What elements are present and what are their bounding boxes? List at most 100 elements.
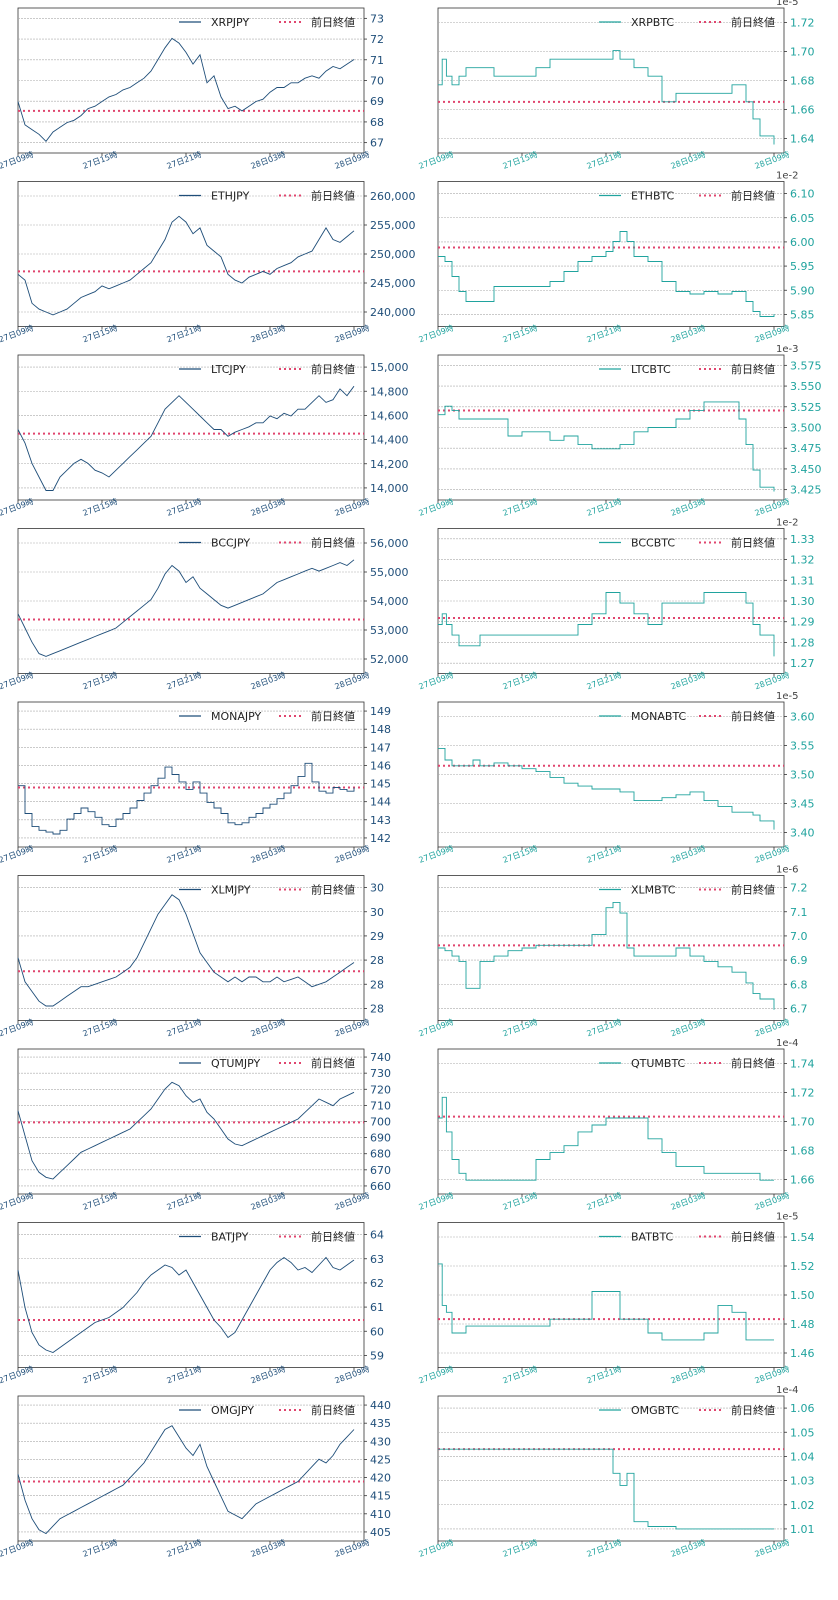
y-tick-label: 145 [370, 778, 391, 791]
legend-series-label: QTUMJPY [211, 1057, 261, 1070]
y-tick-label: 710 [370, 1099, 391, 1112]
y-tick-label: 3.45 [790, 798, 815, 811]
y-tick-label: 1.72 [790, 1087, 815, 1100]
plot-frame [17, 701, 365, 848]
y-tick-label: 1.48 [790, 1318, 815, 1331]
axis-offset-label: 1e-5 [776, 691, 799, 702]
legend-series-label: LTCJPY [211, 363, 246, 376]
axis-offset-label: 1e-6 [776, 865, 799, 876]
y-tick-label: 53,000 [370, 624, 409, 637]
plot-frame [437, 181, 785, 327]
y-tick-label: 72 [370, 33, 384, 46]
y-tick-label: 730 [370, 1067, 391, 1080]
legend-prev-label: 前日終値 [731, 883, 775, 897]
axis-offset-label: 1e-5 [776, 0, 799, 8]
y-tick-label: 3.525 [790, 401, 822, 414]
y-tick-label: 69 [370, 95, 384, 108]
y-tick-label: 143 [370, 814, 391, 827]
legend-prev-label: 前日終値 [311, 883, 355, 897]
series-line-batjpy [17, 1256, 355, 1354]
y-tick-label: 660 [370, 1180, 391, 1193]
series-line-bccjpy [17, 559, 355, 657]
y-tick-label: 1.27 [790, 657, 815, 670]
legend-prev-label: 前日終値 [311, 536, 355, 550]
y-tick-label: 425 [370, 1453, 391, 1466]
series-line-xrpbtc [438, 50, 775, 145]
y-tick-label: 690 [370, 1132, 391, 1145]
legend-prev-label: 前日終値 [731, 709, 775, 723]
legend-prev-label: 前日終値 [311, 362, 355, 376]
y-tick-label: 3.60 [790, 711, 815, 724]
y-tick-label: 3.475 [790, 442, 822, 455]
y-tick-label: 55,000 [370, 566, 409, 579]
y-tick-label: 415 [370, 1490, 391, 1503]
y-tick-label: 680 [370, 1148, 391, 1161]
axis-offset-label: 1e-5 [776, 1212, 799, 1223]
series-line-omgbtc [438, 1448, 774, 1530]
y-tick-label: 70 [370, 75, 384, 88]
y-tick-label: 6.9 [790, 954, 808, 967]
y-tick-label: 147 [370, 741, 391, 754]
y-tick-label: 3.425 [790, 484, 822, 497]
y-tick-label: 1.04 [790, 1450, 815, 1463]
series-line-monajpy [18, 762, 355, 835]
axis-offset-label: 1e-4 [776, 1385, 799, 1396]
legend-series-label: XLMJPY [211, 884, 251, 897]
y-tick-label: 146 [370, 759, 391, 772]
legend-series-label: BCCJPY [211, 537, 250, 550]
axis-offset-label: 1e-2 [776, 518, 799, 529]
y-tick-label: 405 [370, 1526, 391, 1539]
legend-prev-label: 前日終値 [311, 1056, 355, 1070]
y-tick-label: 435 [370, 1417, 391, 1430]
axis-offset-label: 1e-4 [776, 1038, 799, 1049]
y-tick-label: 5.85 [790, 308, 815, 321]
y-tick-label: 73 [370, 12, 384, 25]
series-line-ltcjpy [17, 385, 355, 491]
y-tick-label: 30 [370, 906, 384, 919]
plot-frame [17, 354, 365, 501]
plot-frame [17, 875, 365, 1021]
legend-series-label: XRPJPY [211, 16, 249, 29]
y-tick-label: 440 [370, 1399, 391, 1412]
y-tick-label: 1.64 [790, 133, 815, 146]
y-tick-label: 29 [370, 930, 384, 943]
legend-prev-label: 前日終値 [311, 1403, 355, 1417]
y-tick-label: 67 [370, 137, 384, 150]
y-tick-label: 1.30 [790, 595, 815, 608]
y-tick-label: 64 [370, 1229, 384, 1242]
y-tick-label: 1.31 [790, 574, 815, 587]
plot-frame [17, 1395, 365, 1542]
y-tick-label: 3.575 [790, 359, 822, 372]
legend-series-label: OMGJPY [211, 1404, 254, 1417]
y-tick-label: 14,800 [370, 385, 409, 398]
axis-offset-label: 1e-2 [776, 171, 799, 182]
legend-prev-label: 前日終値 [731, 1056, 775, 1070]
y-tick-label: 1.29 [790, 616, 815, 629]
y-tick-label: 142 [370, 832, 391, 845]
y-tick-label: 245,000 [370, 277, 416, 290]
legend-series-label: ETHJPY [211, 190, 250, 203]
y-tick-label: 1.01 [790, 1523, 815, 1536]
y-tick-label: 1.66 [790, 1174, 815, 1187]
y-tick-label: 5.90 [790, 284, 815, 297]
y-tick-label: 54,000 [370, 595, 409, 608]
y-tick-label: 14,400 [370, 434, 409, 447]
plot-frame [437, 875, 785, 1021]
y-tick-label: 144 [370, 796, 391, 809]
series-line-ethbtc [438, 231, 775, 317]
legend-series-label: MONABTC [631, 710, 687, 723]
y-tick-label: 1.50 [790, 1289, 815, 1302]
y-tick-label: 420 [370, 1472, 391, 1485]
legend-prev-label: 前日終値 [731, 189, 775, 203]
plot-frame [17, 1222, 365, 1368]
